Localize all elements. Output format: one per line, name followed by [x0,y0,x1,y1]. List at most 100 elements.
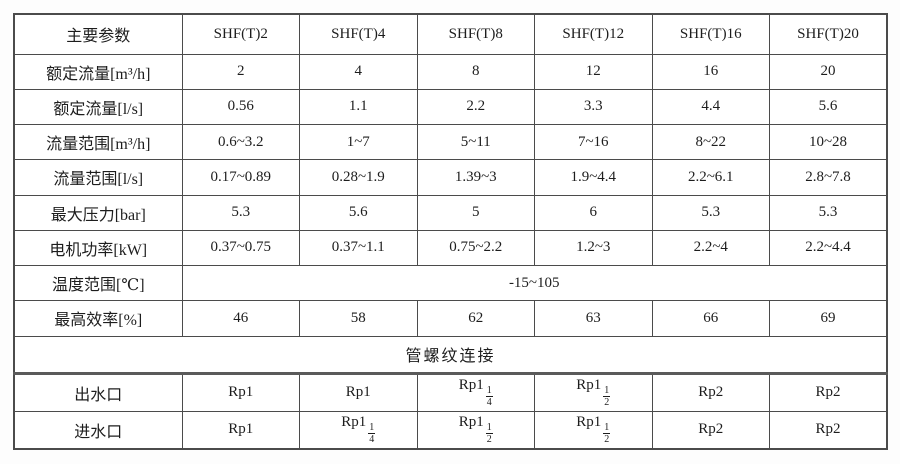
thread-size: Rp2 [815,384,841,400]
value-cell: 0.28~1.9 [299,159,418,196]
row-label-cell: 最高效率[%] [13,300,183,337]
fraction-denominator: 2 [604,397,610,408]
thread-size: Rp1 [576,377,602,393]
connection-value-cell: Rp1 1 2 [534,372,653,412]
fraction-numerator: 1 [485,422,493,435]
fraction-denominator: 4 [369,434,375,446]
row-label-cell: 额定流量[l/s] [13,88,183,126]
value-cell: 1.2~3 [534,229,653,267]
fraction-numerator: 1 [368,422,376,435]
thread-size: Rp1 [228,384,254,400]
value-cell: 7~16 [534,123,653,161]
row-label-cell: 电机功率[kW] [13,229,183,267]
thread-size: Rp1 [345,384,371,400]
row-label-cell: 进水口 [13,410,183,450]
value-cell: 12 [534,53,653,90]
value-cell: 4 [299,53,418,90]
row-label-cell: 流量范围[m³/h] [13,123,183,161]
model-header-cell: SHF(T)4 [299,13,418,55]
value-cell: 63 [534,300,653,337]
value-cell: 1~7 [299,123,418,161]
fraction-numerator: 1 [603,422,611,435]
spec-row-rated-flow-ls: 额定流量[l/s] 0.56 1.1 2.2 3.3 4.4 5.6 [13,88,888,126]
connection-value-cell: Rp1 [181,372,300,412]
model-header-cell: SHF(T)12 [534,13,653,55]
thread-size: Rp2 [815,421,841,438]
spec-row-inlet: 进水口 Rp1 Rp1 1 4 Rp1 1 2 Rp1 1 2 Rp2 Rp2 [13,410,888,450]
value-cell: 2 [181,53,300,90]
value-cell: 4.4 [651,88,770,126]
row-label-cell: 最大压力[bar] [13,194,183,231]
value-cell: 46 [181,300,300,337]
value-cell: 5.6 [299,194,418,231]
spec-row-rated-flow-m3h: 额定流量[m³/h] 2 4 8 12 16 20 [13,53,888,90]
spec-row-outlet: 出水口 Rp1 Rp1 Rp1 1 4 Rp1 1 2 Rp2 Rp2 [13,372,888,412]
row-label-cell: 温度范围[℃] [13,264,183,302]
spec-row-motor-power: 电机功率[kW] 0.37~0.75 0.37~1.1 0.75~2.2 1.2… [13,229,888,267]
connection-value-cell: Rp1 1 2 [534,410,653,450]
connection-value-cell: Rp2 [651,410,770,450]
thread-size: Rp1 [576,414,602,431]
value-cell: 6 [534,194,653,231]
thread-size: Rp1 [458,414,484,431]
spec-row-temperature-range: 温度范围[℃] -15~105 [13,264,888,302]
value-cell: 20 [769,53,888,90]
value-cell: 0.56 [181,88,300,126]
model-header-cell: SHF(T)20 [769,13,888,55]
value-cell: 1.9~4.4 [534,159,653,196]
param-header-cell: 主要参数 [13,13,183,55]
fraction-denominator: 4 [486,397,492,408]
value-cell: 0.6~3.2 [181,123,300,161]
pump-spec-table: 主要参数 SHF(T)2 SHF(T)4 SHF(T)8 SHF(T)12 SH… [13,13,888,450]
value-cell: 3.3 [534,88,653,126]
model-header-cell: SHF(T)8 [416,13,535,55]
connection-value-cell: Rp1 1 4 [416,372,535,412]
fraction-numerator: 1 [603,385,611,397]
value-cell: 62 [416,300,535,337]
thread-size: Rp2 [698,421,724,438]
connection-value-cell: Rp1 [299,372,418,412]
row-label-cell: 出水口 [13,372,183,412]
value-cell: 2.2~6.1 [651,159,770,196]
value-cell: 8~22 [651,123,770,161]
value-cell: 0.37~0.75 [181,229,300,267]
value-cell: 5.3 [651,194,770,231]
value-cell: 2.8~7.8 [769,159,888,196]
spec-row-max-pressure: 最大压力[bar] 5.3 5.6 5 6 5.3 5.3 [13,194,888,231]
value-cell: 5 [416,194,535,231]
temperature-value-cell: -15~105 [181,264,888,302]
fraction-denominator: 2 [486,434,492,446]
value-cell: 0.17~0.89 [181,159,300,196]
spec-row-max-efficiency: 最高效率[%] 46 58 62 63 66 69 [13,300,888,337]
value-cell: 10~28 [769,123,888,161]
value-cell: 8 [416,53,535,90]
value-cell: 5~11 [416,123,535,161]
row-label-cell: 流量范围[l/s] [13,159,183,196]
connection-section-title: 管螺纹连接 [13,335,888,375]
value-cell: 2.2~4.4 [769,229,888,267]
thread-size: Rp2 [698,384,724,400]
model-header-cell: SHF(T)2 [181,13,300,55]
spec-row-flow-range-m3h: 流量范围[m³/h] 0.6~3.2 1~7 5~11 7~16 8~22 10… [13,123,888,161]
connection-value-cell: Rp2 [769,372,888,412]
value-cell: 0.75~2.2 [416,229,535,267]
thread-size: Rp1 [341,414,367,431]
fraction-numerator: 1 [485,385,493,397]
value-cell: 2.2 [416,88,535,126]
connection-value-cell: Rp1 1 4 [299,410,418,450]
header-row: 主要参数 SHF(T)2 SHF(T)4 SHF(T)8 SHF(T)12 SH… [13,13,888,55]
value-cell: 0.37~1.1 [299,229,418,267]
value-cell: 58 [299,300,418,337]
row-label-cell: 额定流量[m³/h] [13,53,183,90]
value-cell: 5.3 [769,194,888,231]
spec-row-flow-range-ls: 流量范围[l/s] 0.17~0.89 0.28~1.9 1.39~3 1.9~… [13,159,888,196]
value-cell: 5.3 [181,194,300,231]
connection-value-cell: Rp1 1 2 [416,410,535,450]
value-cell: 69 [769,300,888,337]
